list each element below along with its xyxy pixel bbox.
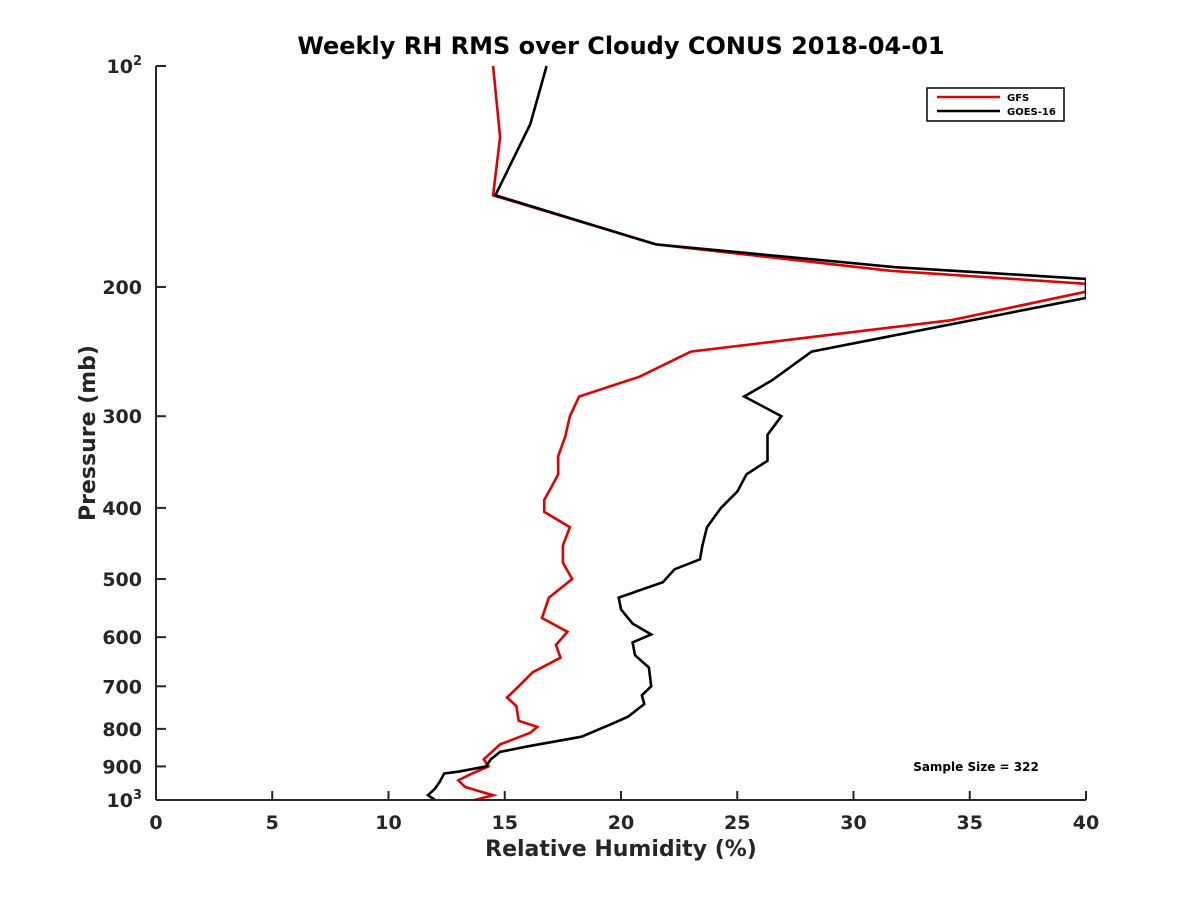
x-axis-label: Relative Humidity (%) (485, 837, 757, 862)
y-tick-label: 600 (102, 627, 142, 649)
legend: GFS GOES-16 (926, 87, 1065, 122)
y-tick-label: 200 (102, 277, 142, 299)
chart-title: Weekly RH RMS over Cloudy CONUS 2018-04-… (297, 32, 944, 60)
y-tick-label: 400 (102, 498, 142, 520)
y-tick-label: 700 (102, 676, 142, 698)
y-tick-label: 500 (102, 569, 142, 591)
axes: 0 5 10 15 20 25 30 35 40 102 200 300 400 500 600 700 800… (102, 54, 1099, 834)
x-tick-label: 15 (492, 812, 518, 834)
x-tick-label: 5 (266, 812, 279, 834)
legend-label-gfs: GFS (1007, 93, 1029, 104)
y-tick-label: 800 (102, 719, 142, 741)
legend-label-goes-16: GOES-16 (1007, 107, 1056, 118)
y-tick-label: 102 (107, 54, 143, 78)
legend-box (926, 87, 1065, 122)
x-tick-label: 35 (957, 812, 983, 834)
y-tick-label: 300 (102, 406, 142, 428)
series-line-gfs (456, 65, 1086, 802)
x-tick-label: 40 (1073, 812, 1099, 834)
plot-area (425, 65, 1086, 802)
y-tick-label: 900 (102, 756, 142, 778)
series-line-goes-16 (425, 65, 1086, 802)
x-tick-label: 30 (840, 812, 866, 834)
y-axis-label: Pressure (mb) (76, 345, 101, 521)
sample-size-annotation: Sample Size = 322 (913, 760, 1039, 774)
x-tick-label: 25 (724, 812, 750, 834)
x-tick-label: 0 (149, 812, 162, 834)
x-tick-label: 10 (375, 812, 401, 834)
x-tick-label: 20 (608, 812, 634, 834)
y-tick-label: 103 (107, 788, 143, 812)
